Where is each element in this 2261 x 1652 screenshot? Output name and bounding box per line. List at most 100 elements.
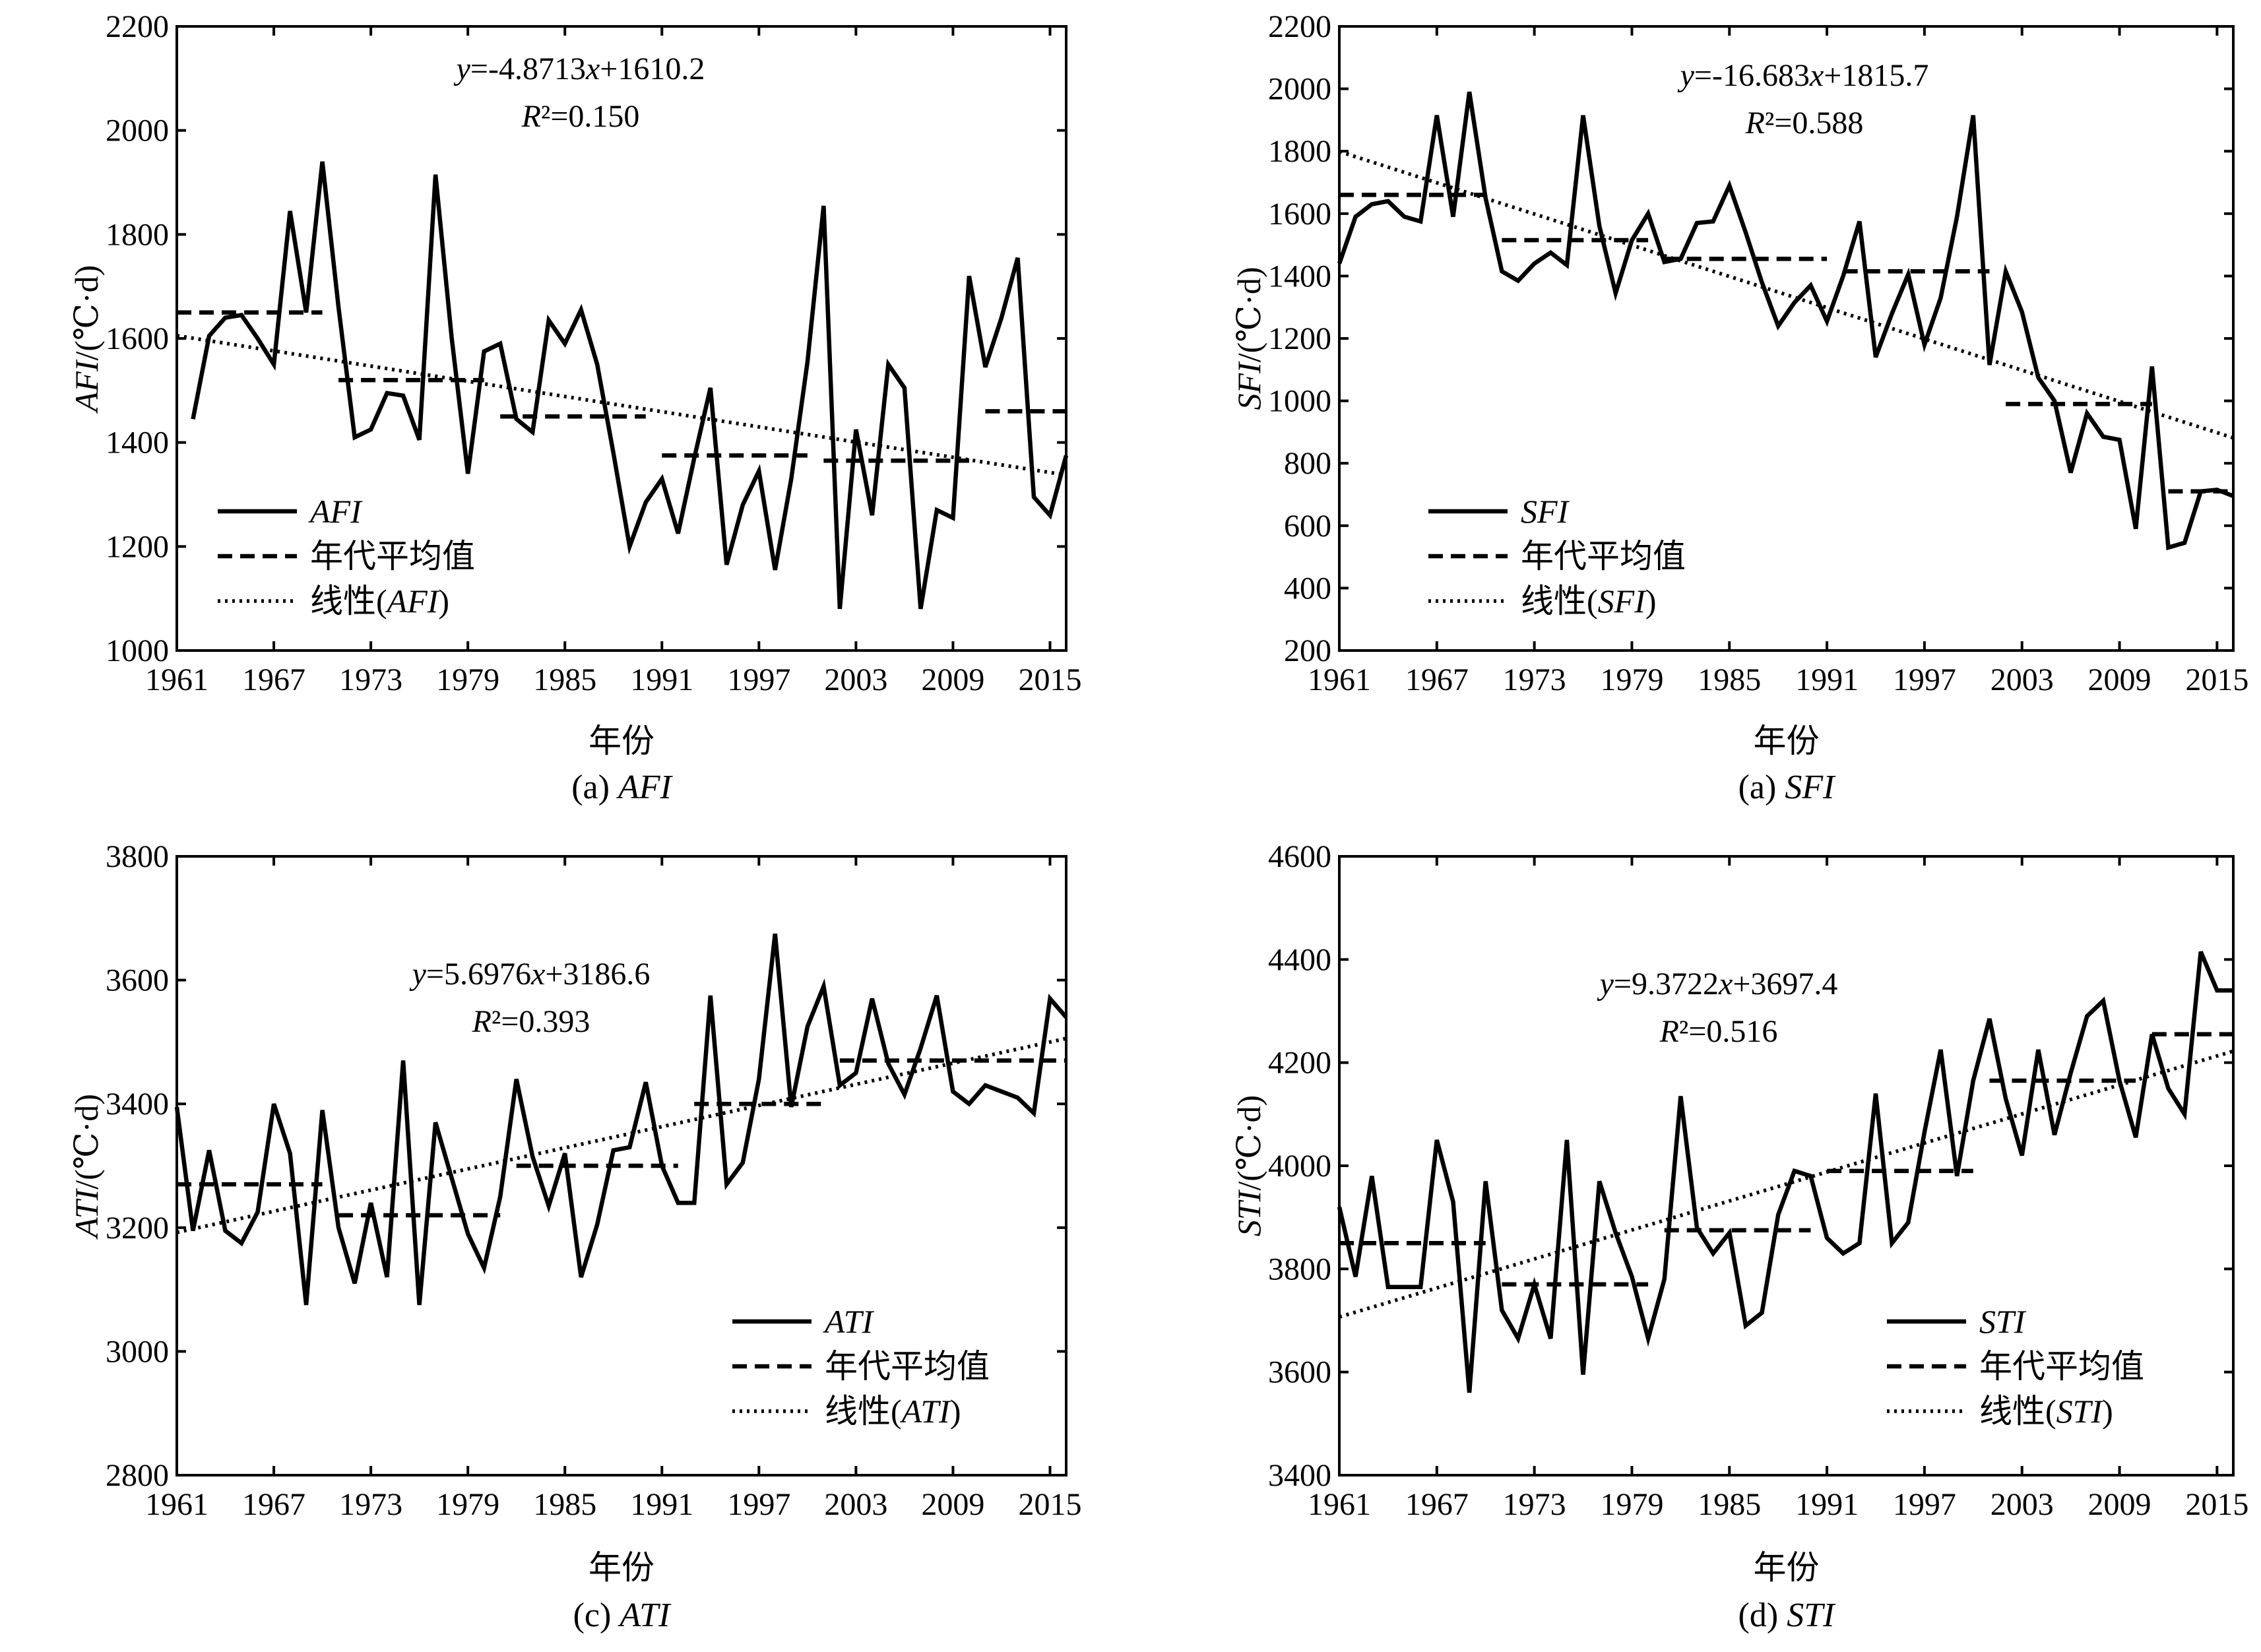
legend-label: SFI	[1521, 493, 1570, 530]
x-tick-label: 1967	[242, 662, 305, 697]
x-tick-label: 1985	[1698, 1487, 1761, 1522]
x-tick-label: 1979	[1600, 1487, 1663, 1522]
y-tick-label: 4400	[1268, 942, 1331, 977]
x-tick-label: 1961	[1308, 662, 1371, 697]
legend-label: 线性(SFI)	[1521, 583, 1657, 620]
chart-caption: (d) STI	[1738, 1597, 1837, 1634]
y-tick-label: 4200	[1268, 1046, 1331, 1081]
plot-frame	[175, 855, 1067, 1477]
trend-equation: y=9.3722x+3697.4	[1597, 967, 1838, 1001]
y-axis-title: STI/(℃·d)	[1230, 1095, 1267, 1236]
x-tick-label: 1973	[339, 1487, 402, 1522]
x-tick-label: 2009	[2088, 1487, 2151, 1522]
y-tick-label: 3600	[106, 963, 169, 998]
chart-panel-afi: 1000 1200 1400 1600 1800 2000 2200 1961 1967 1973…	[68, 9, 1081, 806]
x-tick-label: 1985	[533, 662, 596, 697]
legend-label: STI	[1979, 1303, 2027, 1340]
y-tick-label: 3200	[106, 1211, 169, 1246]
x-tick-label: 1961	[145, 662, 208, 697]
y-tick-label: 3400	[1268, 1458, 1331, 1493]
x-tick-label: 1997	[727, 662, 790, 697]
y-tick-label: 1800	[1268, 134, 1331, 169]
x-tick-label: 1997	[1893, 662, 1956, 697]
x-tick-label: 2009	[921, 1487, 984, 1522]
y-tick-label: 800	[1284, 446, 1331, 481]
y-tick-label: 3400	[106, 1087, 169, 1122]
x-tick-label: 1967	[242, 1487, 305, 1522]
trend-line-afi	[176, 334, 1067, 477]
trend-line-sti	[1339, 1049, 2234, 1319]
y-tick-label: 2200	[1268, 9, 1331, 44]
x-tick-label: 2015	[1018, 1487, 1081, 1522]
x-tick-label: 1967	[1405, 1487, 1469, 1522]
y-tick-label: 1200	[106, 529, 169, 564]
chart-caption: (c) ATI	[573, 1597, 672, 1634]
legend-label: 年代平均值	[825, 1348, 990, 1385]
y-tick-label: 3600	[1268, 1355, 1331, 1390]
trend-equation: y=5.6976x+3186.6	[409, 957, 651, 992]
y-tick-label: 1400	[1268, 259, 1331, 294]
chart-panel-ati: 2800 3000 3200 3400 3600 3800 1961 1967 1973 1979…	[68, 839, 1081, 1634]
trend-equation: y=-4.8713x+1610.2	[453, 51, 705, 86]
x-tick-label: 1967	[1405, 662, 1469, 697]
legend-label: ATI	[823, 1303, 874, 1340]
chart-caption: (a) SFI	[1738, 769, 1836, 806]
y-tick-label: 1800	[106, 217, 169, 252]
x-axis-title: 年份	[589, 1549, 654, 1586]
y-tick-label: 600	[1284, 509, 1331, 544]
y-tick-label: 2200	[106, 9, 169, 44]
x-tick-label: 1985	[1698, 662, 1761, 697]
x-tick-label: 2003	[1990, 1487, 2054, 1522]
y-tick-label: 400	[1284, 571, 1331, 606]
x-tick-label: 2015	[2185, 1487, 2248, 1522]
x-tick-label: 1997	[1893, 1487, 1956, 1522]
legend-label: AFI	[308, 493, 363, 530]
y-tick-label: 1000	[1268, 384, 1331, 419]
chart-panel-sti: 3400 3600 3800 4000 4200 4400 4600 1961 1967 1973…	[1230, 839, 2248, 1634]
y-tick-label: 2000	[106, 113, 169, 148]
legend-label: 线性(AFI)	[310, 583, 449, 620]
y-axis-title: AFI/(℃·d)	[68, 265, 105, 414]
x-tick-label: 1979	[436, 662, 499, 697]
y-tick-label: 4600	[1268, 839, 1331, 874]
legend-label: 线性(STI)	[1979, 1393, 2113, 1430]
x-tick-label: 1979	[1600, 662, 1663, 697]
x-tick-label: 1961	[145, 1487, 208, 1522]
y-tick-label: 3800	[106, 839, 169, 874]
y-tick-label: 3800	[1268, 1252, 1331, 1287]
r-squared: R²=0.393	[472, 1004, 590, 1039]
series-line-ati	[174, 933, 1068, 1306]
legend-label: 年代平均值	[1979, 1348, 2144, 1385]
x-tick-label: 2003	[824, 1487, 887, 1522]
y-tick-label: 3000	[106, 1334, 169, 1369]
x-tick-label: 1997	[727, 1487, 790, 1522]
x-tick-label: 1991	[1795, 1487, 1859, 1522]
y-tick-label: 1600	[106, 321, 169, 356]
trend-line-sfi	[1339, 150, 2234, 440]
y-tick-label: 1000	[106, 633, 169, 668]
legend-label: 年代平均值	[1521, 538, 1686, 575]
series-line-sti	[1337, 951, 2233, 1393]
chart-caption: (a) AFI	[571, 769, 673, 806]
x-tick-label: 1973	[1503, 1487, 1566, 1522]
x-tick-label: 2015	[1018, 662, 1081, 697]
x-tick-label: 2015	[2185, 662, 2248, 697]
x-tick-label: 1979	[436, 1487, 499, 1522]
trend-line-ati	[176, 1036, 1067, 1234]
r-squared: R²=0.150	[521, 99, 640, 134]
y-tick-label: 2800	[106, 1458, 169, 1493]
y-tick-label: 1200	[1268, 321, 1331, 356]
y-tick-label: 2000	[1268, 72, 1331, 107]
y-axis-title: SFI/(℃·d)	[1230, 267, 1267, 410]
series-line-sfi	[1337, 91, 2235, 551]
x-axis-title: 年份	[1754, 722, 1820, 759]
x-tick-label: 2003	[1990, 662, 2054, 697]
x-tick-label: 1991	[630, 1487, 693, 1522]
r-squared: R²=0.588	[1745, 106, 1864, 141]
x-axis-title: 年份	[1754, 1549, 1820, 1586]
r-squared: R²=0.516	[1659, 1014, 1778, 1049]
